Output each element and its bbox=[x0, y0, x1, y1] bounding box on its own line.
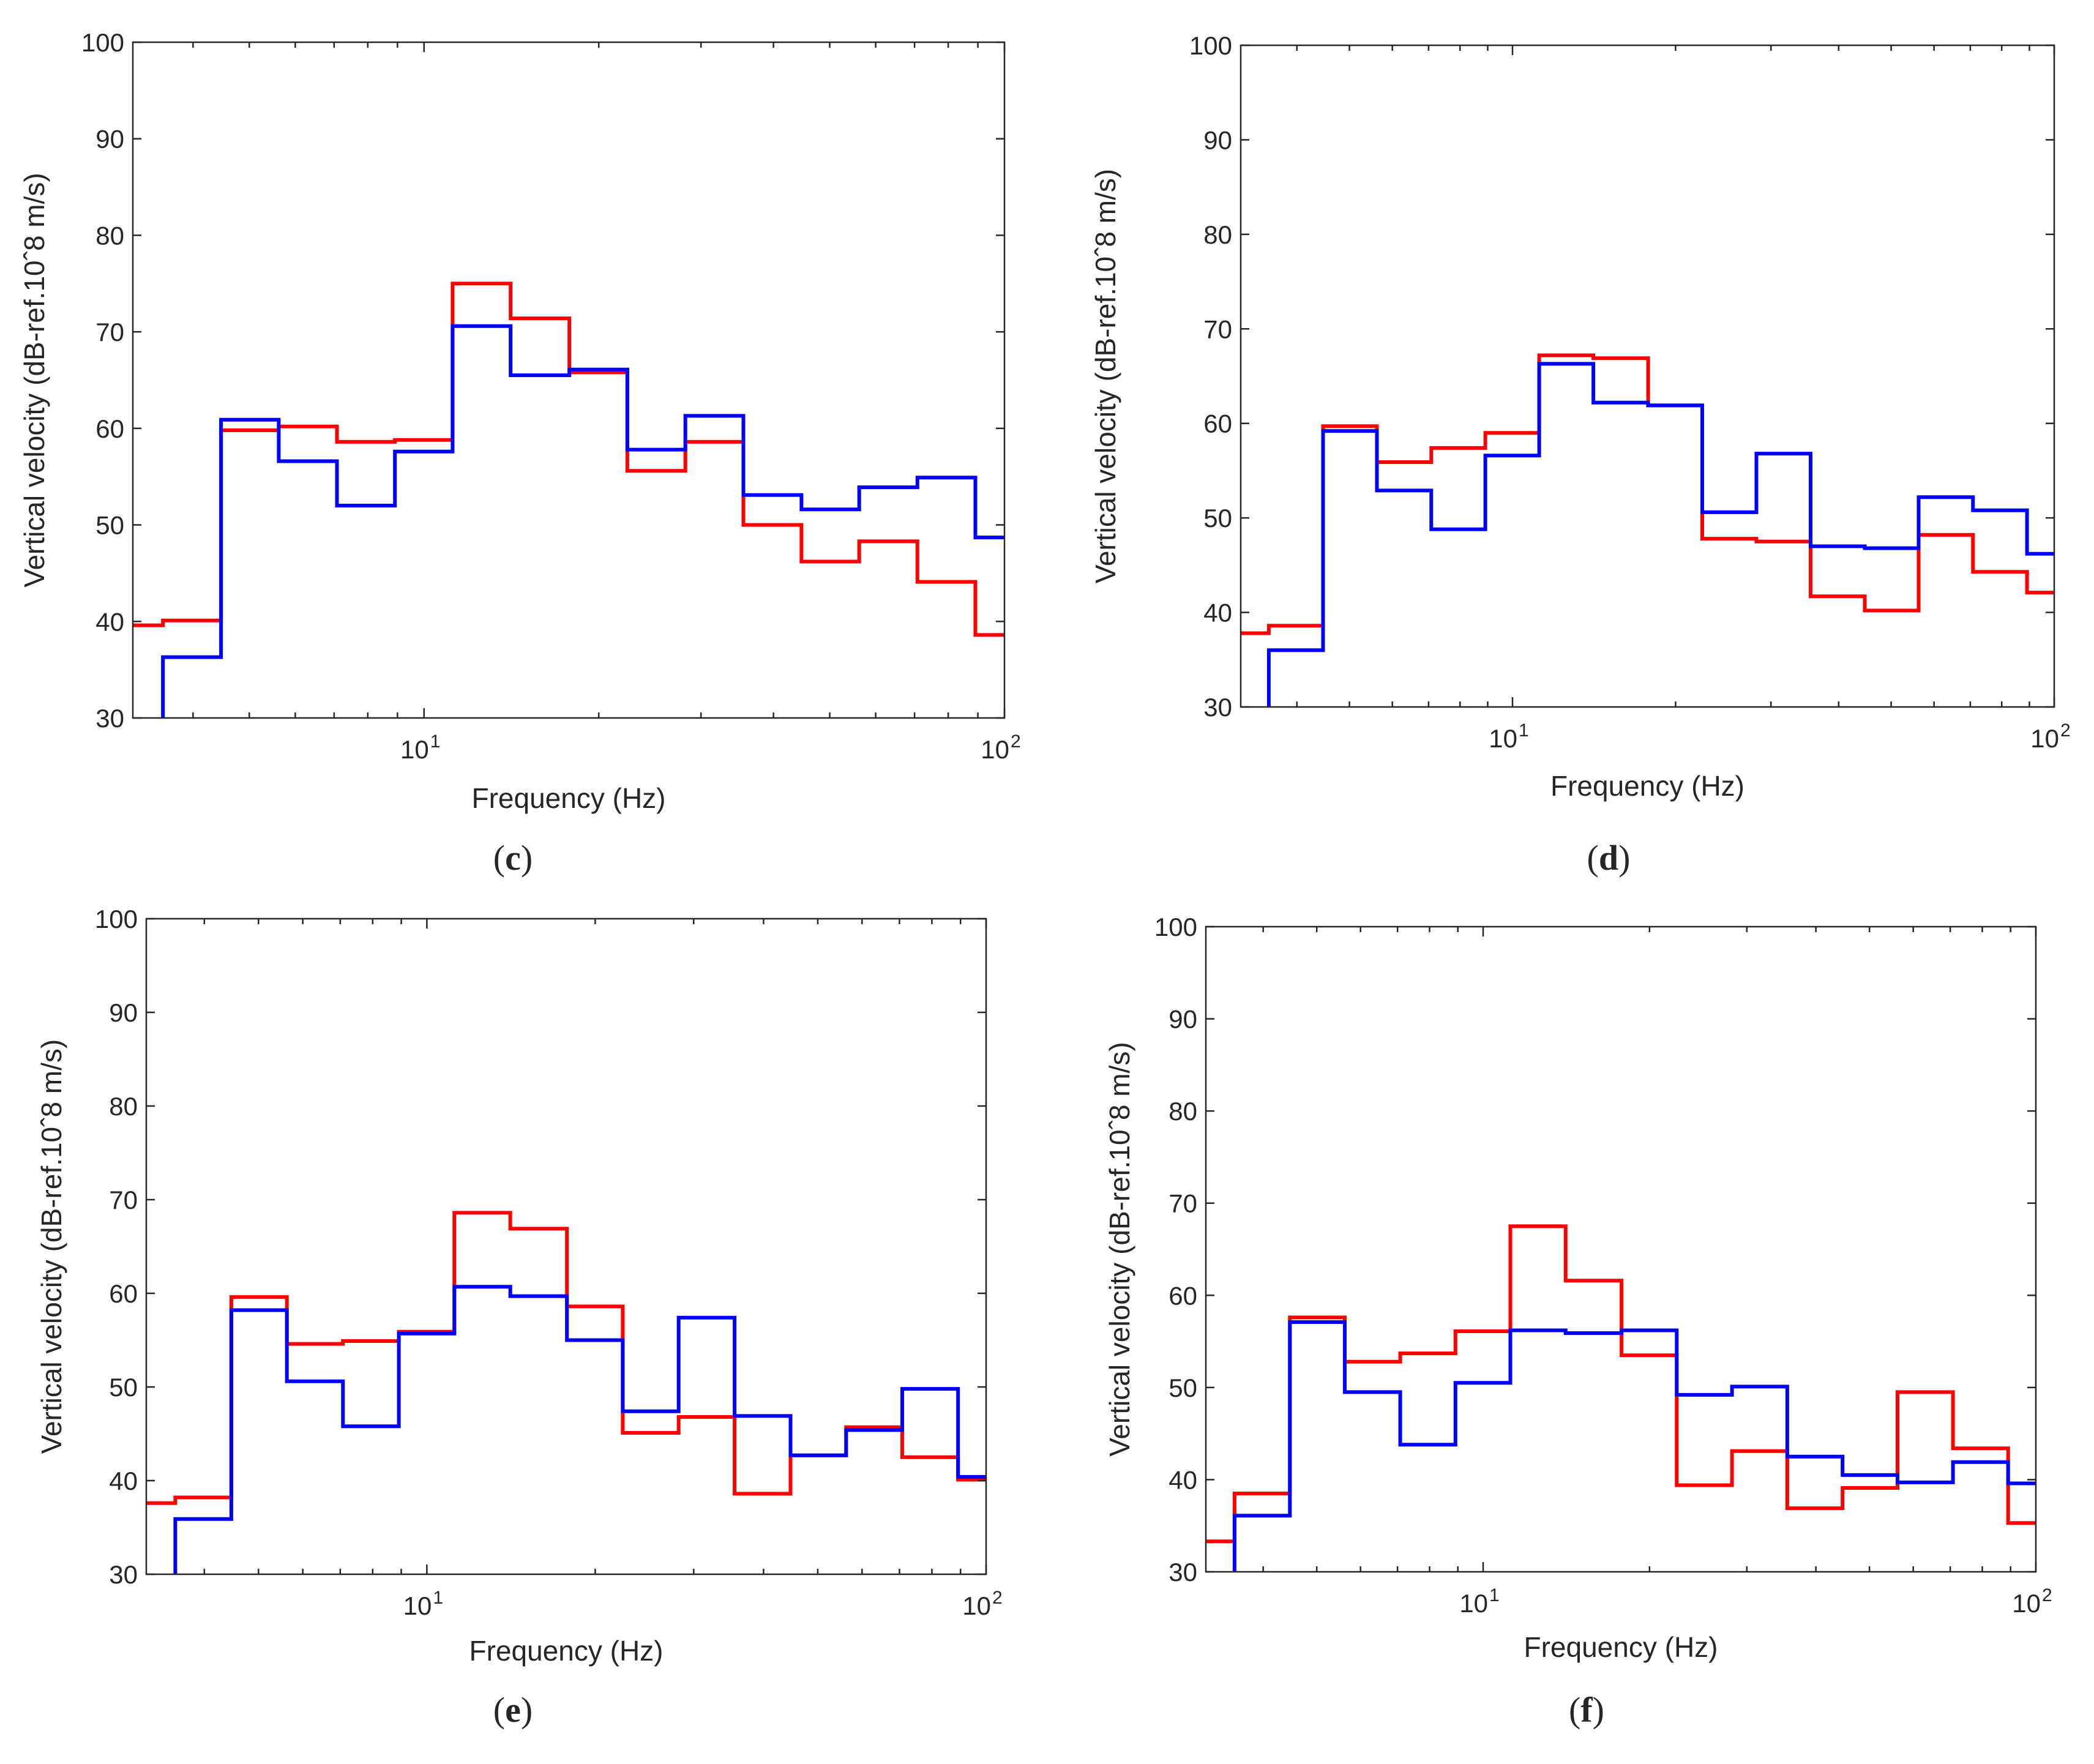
series-red-step-line bbox=[1206, 1224, 2036, 1544]
y-tick-label: 30 bbox=[109, 1560, 138, 1589]
x-axis-label: Frequency (Hz) bbox=[1550, 770, 1744, 802]
y-tick-label: 70 bbox=[95, 318, 124, 346]
y-axis-label: Vertical velocity (dB-ref.10ˆ8 m/s) bbox=[18, 173, 50, 587]
y-tick-label: 30 bbox=[1203, 693, 1232, 722]
y-tick-label: 90 bbox=[109, 998, 138, 1027]
y-tick-label: 60 bbox=[1203, 409, 1232, 438]
chart-panel-f: 30 40 50 60 70 80 90 100 101 102 Frequency (Hz) Ver… bbox=[1104, 913, 2052, 1730]
axes-frame bbox=[145, 918, 987, 1575]
y-tick-label: 60 bbox=[1169, 1281, 1197, 1310]
axes-frame bbox=[132, 41, 1006, 719]
y-tick-label: 100 bbox=[1189, 31, 1232, 60]
panel-label: (e) bbox=[493, 1690, 533, 1730]
x-tick-label: 102 bbox=[981, 731, 1020, 764]
x-tick-label: 101 bbox=[1459, 1585, 1499, 1618]
x-tick-label: 101 bbox=[403, 1588, 443, 1620]
axes-frame bbox=[1240, 44, 2055, 708]
y-tick-label: 50 bbox=[109, 1373, 138, 1402]
y-tick-label: 70 bbox=[109, 1186, 138, 1214]
y-tick-label: 90 bbox=[95, 125, 124, 154]
y-tick-label: 100 bbox=[95, 905, 138, 933]
y-tick-label: 70 bbox=[1203, 315, 1232, 343]
panel-label: (c) bbox=[493, 838, 533, 878]
y-tick-label: 100 bbox=[1154, 913, 1197, 941]
panel-label: (f) bbox=[1569, 1690, 1604, 1730]
y-tick-label: 80 bbox=[95, 221, 124, 250]
series-blue-step-line bbox=[1232, 1320, 2036, 1572]
y-tick-label: 40 bbox=[109, 1467, 138, 1495]
y-tick-label: 50 bbox=[1203, 504, 1232, 533]
y-axis-label: Vertical velocity (dB-ref.10ˆ8 m/s) bbox=[1090, 169, 1121, 583]
y-tick-label: 60 bbox=[109, 1279, 138, 1308]
series-red-step-line bbox=[133, 282, 1004, 637]
chart-panel-d: 30 40 50 60 70 80 90 100 101 102 Frequency (Hz) Ver… bbox=[1090, 31, 2071, 878]
series-blue-step-line bbox=[173, 1285, 986, 1574]
y-tick-label: 40 bbox=[1169, 1465, 1197, 1494]
x-tick-label: 102 bbox=[962, 1588, 1002, 1620]
x-axis-label: Frequency (Hz) bbox=[469, 1635, 664, 1667]
y-tick-label: 30 bbox=[1169, 1558, 1197, 1586]
y-tick-label: 40 bbox=[95, 607, 124, 636]
series-blue-step-line bbox=[161, 324, 1004, 718]
x-axis-label: Frequency (Hz) bbox=[1524, 1631, 1718, 1663]
series-red-step-line bbox=[1241, 353, 2054, 635]
y-tick-label: 30 bbox=[95, 704, 124, 733]
y-tick-label: 80 bbox=[109, 1092, 138, 1121]
y-tick-label: 60 bbox=[95, 414, 124, 443]
panel-label: (d) bbox=[1587, 838, 1631, 878]
x-tick-label: 101 bbox=[400, 731, 440, 764]
y-tick-label: 50 bbox=[95, 511, 124, 540]
y-axis-label: Vertical velocity (dB-ref.10ˆ8 m/s) bbox=[36, 1039, 67, 1454]
x-axis-label: Frequency (Hz) bbox=[472, 782, 666, 814]
chart-panel-e: 30 40 50 60 70 80 90 100 101 102 Frequency (Hz) Ver… bbox=[36, 905, 1003, 1730]
y-tick-label: 40 bbox=[1203, 599, 1232, 627]
axes-frame bbox=[1205, 925, 2037, 1573]
y-tick-label: 90 bbox=[1169, 1005, 1197, 1034]
y-tick-label: 70 bbox=[1169, 1189, 1197, 1218]
x-tick-label: 102 bbox=[2012, 1585, 2052, 1618]
y-axis-label: Vertical velocity (dB-ref.10ˆ8 m/s) bbox=[1104, 1042, 1135, 1456]
series-red-step-line bbox=[146, 1211, 986, 1505]
y-tick-label: 80 bbox=[1203, 220, 1232, 249]
y-tick-label: 90 bbox=[1203, 125, 1232, 154]
series-blue-step-line bbox=[1266, 362, 2054, 707]
chart-panel-c: 30 40 50 60 70 80 90 100 101 102 Frequency (Hz) Ver… bbox=[18, 28, 1021, 878]
y-tick-label: 80 bbox=[1169, 1097, 1197, 1126]
y-tick-label: 100 bbox=[81, 28, 124, 57]
x-tick-label: 102 bbox=[2030, 720, 2070, 753]
y-tick-label: 50 bbox=[1169, 1373, 1197, 1402]
x-tick-label: 101 bbox=[1489, 720, 1528, 753]
